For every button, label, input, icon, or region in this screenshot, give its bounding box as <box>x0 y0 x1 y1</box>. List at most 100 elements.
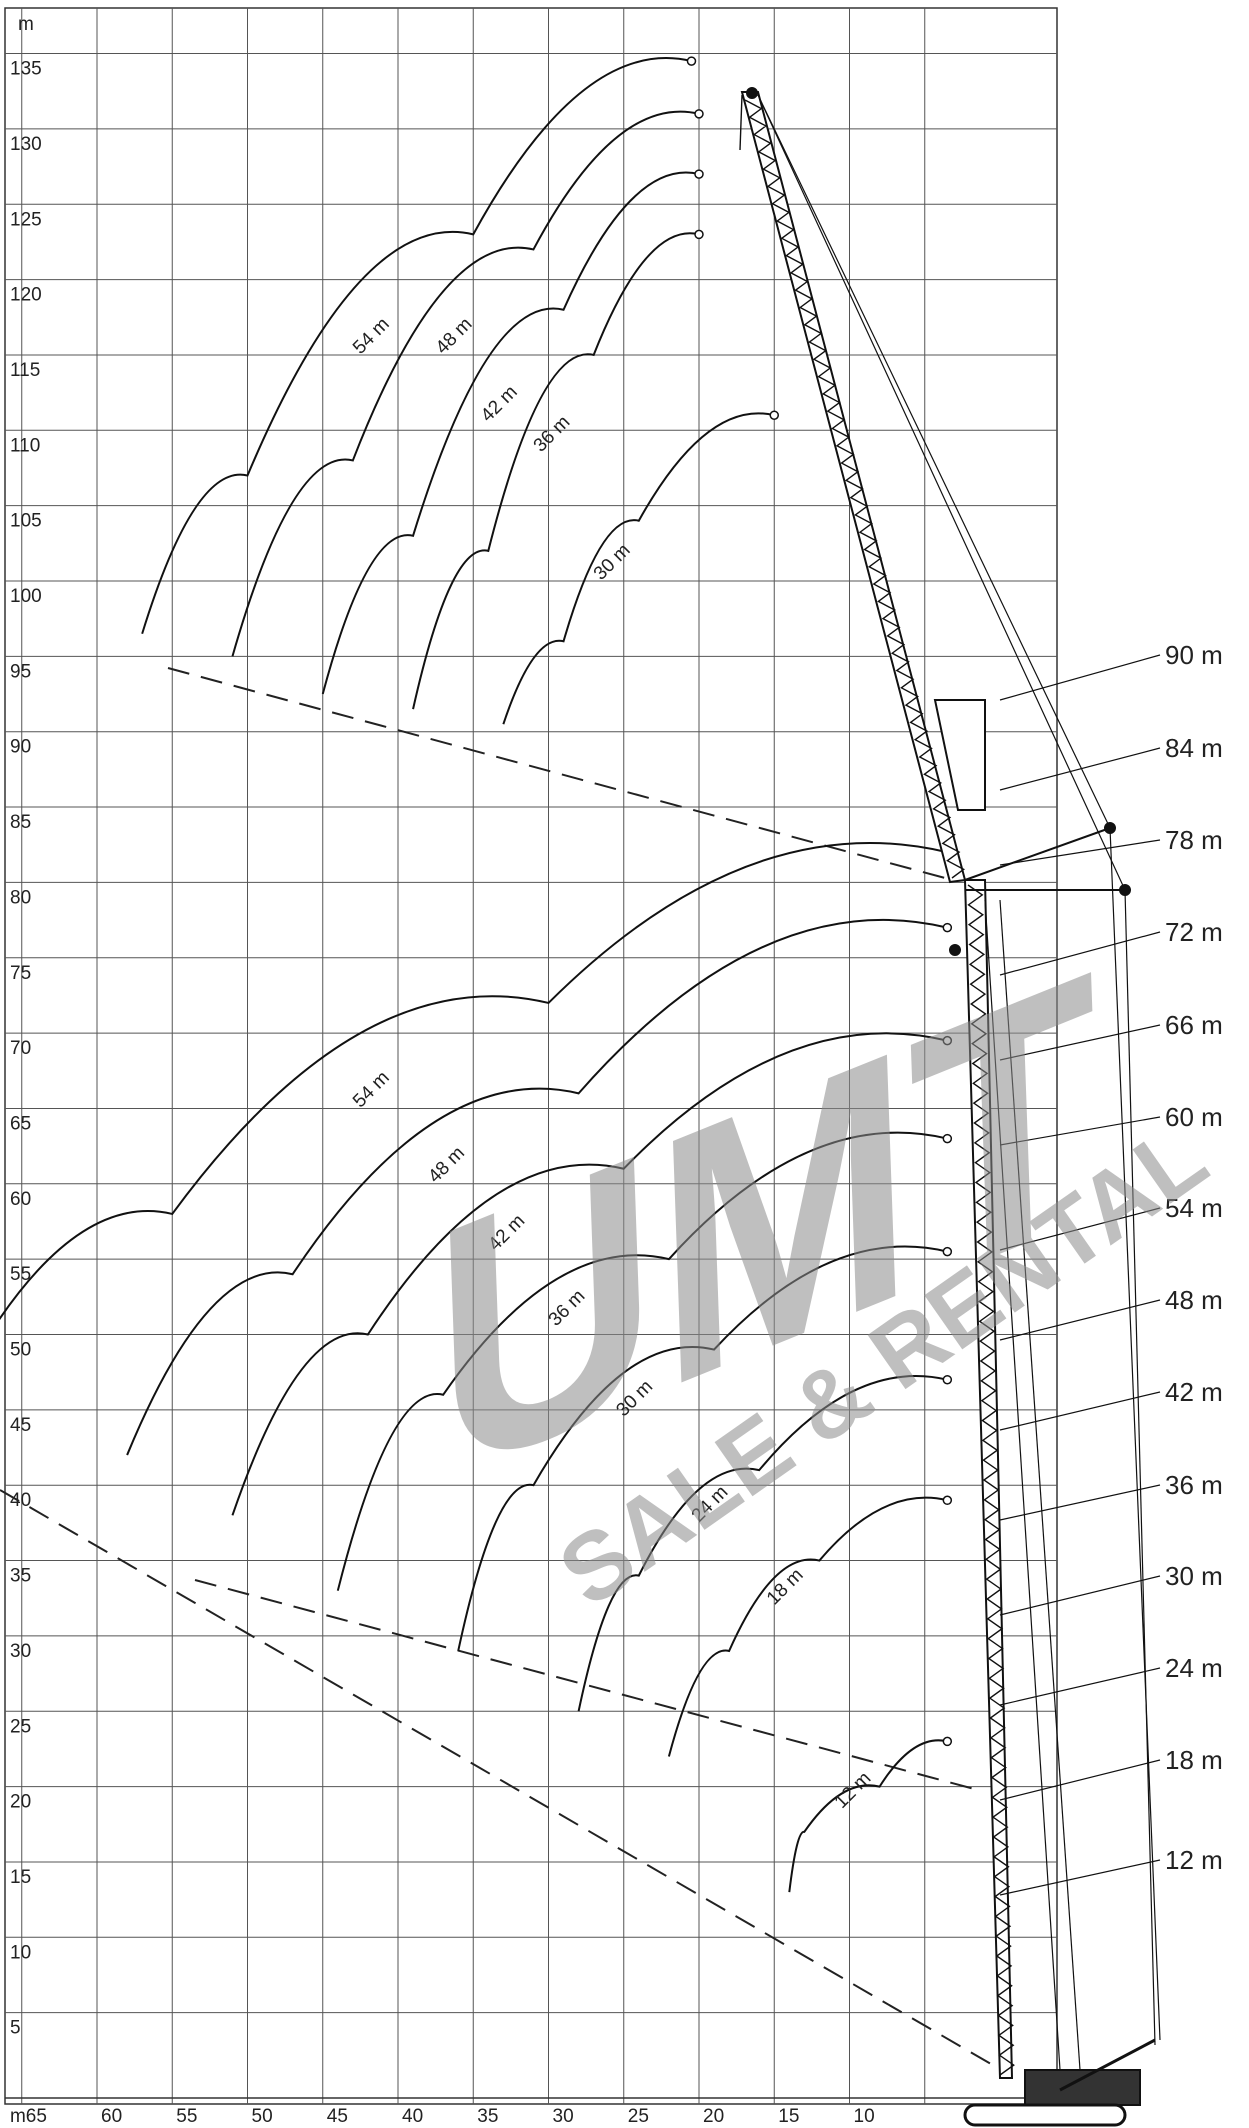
lower-jib-curve <box>457 1245 948 1652</box>
main-boom-length-label: 60 m <box>1165 1102 1223 1132</box>
boom-label-leader <box>999 931 1161 976</box>
y-tick-label: 15 <box>10 1867 31 1888</box>
upper-jib-curve-start <box>694 169 704 179</box>
boom-label-leader <box>999 1484 1161 1521</box>
y-tick-label: 120 <box>10 285 42 306</box>
y-tick-label: 5 <box>10 2018 21 2039</box>
jib-strut-upper <box>964 827 1111 881</box>
boom-label-leader <box>999 1116 1161 1146</box>
y-tick-label: 60 <box>10 1189 31 1210</box>
x-tick-label: 60 <box>101 2106 122 2127</box>
main-boom-length-label: 78 m <box>1165 825 1223 855</box>
boom-label-leader <box>999 1207 1161 1251</box>
y-tick-label: 25 <box>10 1716 31 1737</box>
upper-jib-curve-label: 30 m <box>590 540 635 585</box>
main-boom-length-labels: 90 m 84 m 78 m 72 m 66 m 60 m 54 m 48 m 42 m 36 m… <box>999 640 1223 1896</box>
y-tick-label: 35 <box>10 1566 31 1587</box>
main-boom-length-label: 36 m <box>1165 1470 1223 1500</box>
main-boom-length-label: 84 m <box>1165 733 1223 763</box>
crawler-track <box>963 2103 1127 2127</box>
mast-head-sheave-1 <box>1104 822 1116 834</box>
y-axis-tick-labels: 5 10 15 20 25 30 35 40 45 50 55 60 65 70 75 80 85 90 95 100… <box>10 59 42 2039</box>
y-tick-label: 110 <box>10 435 40 456</box>
crane-superstructure <box>1024 2069 1141 2106</box>
y-tick-label: 65 <box>10 1113 31 1134</box>
main-boom-length-label: 24 m <box>1165 1653 1223 1683</box>
x-tick-label: 55 <box>176 2106 197 2127</box>
boom-label-leader <box>999 747 1161 791</box>
hoist-rope <box>739 94 743 151</box>
y-tick-label: 80 <box>10 887 31 908</box>
boom-label-leader <box>999 839 1161 866</box>
upper-jib-curve-label: 48 m <box>432 314 477 359</box>
main-boom <box>963 879 1014 2079</box>
y-tick-label: 10 <box>10 1942 31 1963</box>
upper-jib-curve <box>321 171 700 695</box>
y-tick-label: 125 <box>10 209 42 230</box>
upper-jib-curve-start <box>694 109 704 119</box>
backstay-4 <box>999 899 1081 2071</box>
y-tick-label: 115 <box>10 360 40 381</box>
lower-jib-curve <box>231 1032 948 1516</box>
x-tick-label: 45 <box>327 2106 348 2127</box>
main-boom-length-label: 12 m <box>1165 1845 1223 1875</box>
y-tick-label: 30 <box>10 1641 31 1662</box>
y-tick-label: 130 <box>10 134 42 155</box>
backstay-2 <box>1124 889 1156 2046</box>
y-tick-label: 85 <box>10 812 31 833</box>
boom-label-leader <box>999 1859 1161 1896</box>
boom-label-leader <box>999 1391 1161 1431</box>
upper-jib-curve-start <box>769 410 779 420</box>
luffing-jib-lattice <box>744 99 966 879</box>
lower-jib-curve-start <box>942 1246 953 1257</box>
x-tick-label: 50 <box>252 2106 273 2127</box>
plot-frame <box>4 7 1058 2105</box>
main-boom-length-label: 72 m <box>1165 917 1223 947</box>
lower-jib-curve-label: 54 m <box>349 1067 394 1112</box>
main-boom-length-label: 66 m <box>1165 1010 1223 1040</box>
y-tick-label: 95 <box>10 661 31 682</box>
upper-jib-curve-start <box>686 56 697 66</box>
main-boom-lattice <box>967 884 1015 2076</box>
lower-jib-curve-start <box>942 1035 953 1046</box>
counter-jib <box>1059 2038 1156 2092</box>
radius-boundaries <box>0 667 1011 2076</box>
upper-jib-curve <box>412 232 700 710</box>
lower-jib-curve-start <box>942 1736 953 1747</box>
upper-jib-curve <box>141 57 692 635</box>
main-boom-length-label: 18 m <box>1165 1745 1223 1775</box>
lower-jib-curve-start <box>942 922 953 933</box>
lattice-bracing <box>744 99 966 879</box>
x-tick-label: 20 <box>703 2106 724 2127</box>
x-tick-label: 35 <box>477 2106 498 2127</box>
lower-jib-curve <box>0 842 948 1321</box>
lower-jib-curve <box>577 1375 948 1712</box>
lower-jib-curve-start <box>942 1133 953 1144</box>
boom-label-leader <box>999 1759 1161 1801</box>
pendant-line-1 <box>757 94 1111 829</box>
main-boom-length-label: 48 m <box>1165 1285 1223 1315</box>
upper-jib-curve <box>231 110 700 657</box>
chart-grid <box>4 7 1058 2105</box>
boom-label-leader <box>999 1575 1161 1616</box>
y-axis-unit: m <box>18 14 34 35</box>
y-tick-label: 105 <box>10 511 42 532</box>
boom-label-leader <box>999 1024 1161 1061</box>
upper-jib-curve-label: 42 m <box>477 382 522 427</box>
jib-mast <box>933 699 986 811</box>
y-tick-label: 45 <box>10 1415 31 1436</box>
x-axis-tick-labels: 65 60 55 50 45 40 35 30 25 20 15 10 <box>26 2106 875 2127</box>
backstay-1 <box>1109 827 1161 2041</box>
upper-jib-curves: 54 m 48 m42 m36 m 30 m <box>141 56 779 725</box>
boom-label-leader <box>999 1667 1161 1706</box>
mid-boundary-dashed <box>194 1579 979 1791</box>
x-tick-label: 15 <box>778 2106 799 2127</box>
lower-boundary-dashed <box>0 1489 1011 2076</box>
lattice-bracing <box>967 884 1015 2076</box>
y-tick-label: 20 <box>10 1792 31 1813</box>
lower-jib-curve <box>336 1131 948 1591</box>
mast-head-sheave-2 <box>1119 884 1131 896</box>
crane-drawing <box>739 87 1161 2127</box>
x-tick-label: 25 <box>628 2106 649 2127</box>
